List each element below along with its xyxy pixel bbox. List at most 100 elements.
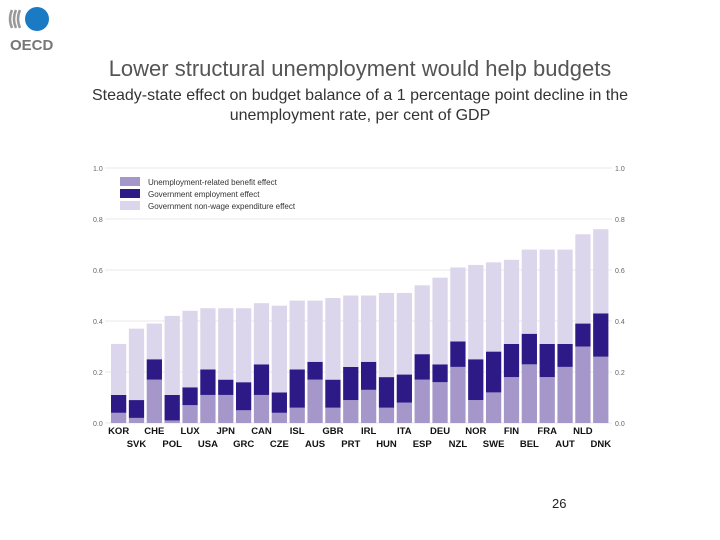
slide-subtitle: Steady-state effect on budget balance of…	[91, 87, 629, 124]
page-number: 26	[552, 496, 567, 511]
bar-segment-swe-1	[486, 351, 502, 393]
bar-segment-can-0	[253, 394, 270, 423]
x-tick-label: BEL	[520, 439, 539, 450]
bar-segment-nld-2	[575, 234, 591, 324]
x-tick-label: ESP	[413, 439, 433, 450]
bar-segment-hun-1	[378, 377, 395, 408]
x-tick-label: NOR	[465, 426, 486, 437]
bar-segment-grc-0	[236, 410, 252, 423]
bar-segment-isl-2	[289, 300, 305, 370]
bar-segment-aut-1	[557, 343, 573, 367]
x-tick-label: GRC	[233, 439, 254, 450]
bar-segment-nzl-1	[450, 341, 466, 367]
bar-segment-prt-2	[343, 295, 359, 367]
y-tick-label-right: 0.2	[615, 370, 625, 377]
bar-segment-lux-1	[182, 387, 198, 406]
legend-label: Unemployment-related benefit effect	[148, 178, 278, 187]
bar-segment-grc-2	[236, 308, 252, 383]
bar-segment-ita-0	[396, 402, 412, 423]
y-tick-label-left: 0.8	[93, 217, 103, 224]
y-tick-label-left: 0.0	[93, 421, 103, 428]
legend-label: Government non-wage expenditure effect	[148, 202, 296, 211]
bar-segment-bel-1	[521, 333, 537, 365]
bar-segment-esp-1	[414, 354, 430, 380]
bar-segment-prt-0	[343, 400, 359, 423]
bar-segment-svk-1	[128, 400, 145, 418]
bar-segment-fin-1	[503, 343, 520, 378]
bar-segment-aut-2	[557, 249, 573, 344]
bar-segment-fra-2	[539, 249, 555, 344]
x-tick-label: AUT	[555, 439, 575, 450]
y-tick-label-right: 1.0	[615, 166, 625, 173]
bar-segment-dnk-0	[593, 356, 609, 423]
bar-segment-dnk-1	[593, 313, 609, 357]
y-tick-label-left: 0.4	[93, 319, 103, 326]
bar-segment-irl-0	[361, 389, 377, 423]
bar-segment-nld-0	[575, 346, 591, 423]
bar-segment-lux-0	[182, 405, 198, 423]
bar-segment-esp-0	[414, 379, 430, 423]
bar-segment-nor-0	[468, 400, 484, 423]
bar-segment-usa-1	[200, 369, 216, 395]
x-tick-label: SVK	[127, 439, 147, 450]
bar-segment-che-2	[146, 323, 162, 360]
bar-segment-jpn-1	[218, 379, 234, 395]
legend-swatch	[120, 189, 140, 198]
bar-segment-usa-0	[200, 394, 216, 423]
bar-segment-svk-2	[128, 328, 145, 401]
bar-segment-swe-2	[486, 262, 502, 352]
y-tick-label-left: 0.6	[93, 268, 103, 275]
bar-segment-aut-0	[557, 366, 573, 423]
x-tick-label: CZE	[270, 439, 289, 450]
oecd-logo: OECD	[8, 7, 54, 54]
y-tick-label-left: 1.0	[93, 166, 103, 173]
bar-segment-bel-0	[521, 364, 537, 423]
bar-segment-pol-2	[164, 315, 180, 395]
x-tick-label: GBR	[322, 426, 343, 437]
bar-segment-che-0	[146, 379, 162, 423]
bar-segment-gbr-1	[325, 379, 341, 408]
bar-segment-deu-0	[432, 382, 448, 423]
bar-segment-irl-1	[361, 361, 377, 390]
legend-label: Government employment effect	[148, 190, 260, 199]
legend-swatch	[120, 177, 140, 186]
x-tick-label: ITA	[397, 426, 412, 437]
bar-segment-isl-0	[289, 407, 305, 423]
bar-segment-kor-0	[111, 412, 127, 423]
x-tick-label: IRL	[361, 426, 377, 437]
bar-segment-can-1	[253, 364, 270, 395]
bar-segment-nor-1	[468, 359, 484, 401]
bar-segment-svk-0	[128, 417, 145, 423]
x-tick-label: KOR	[108, 426, 129, 437]
y-tick-label-right: 0.6	[615, 268, 625, 275]
bar-segment-grc-1	[236, 382, 252, 411]
bar-segment-ita-1	[396, 374, 412, 403]
x-tick-label: PRT	[341, 439, 360, 450]
bar-segment-cze-1	[271, 392, 287, 413]
x-tick-label: LUX	[181, 426, 201, 437]
bar-segment-pol-1	[164, 394, 180, 421]
x-tick-label: NZL	[449, 439, 468, 450]
bar-segment-fra-1	[539, 343, 555, 378]
bar-segment-prt-1	[343, 366, 359, 401]
y-tick-label-right: 0.8	[615, 217, 625, 224]
x-tick-label: JPN	[217, 426, 236, 437]
bar-segment-irl-2	[361, 295, 377, 362]
x-tick-label: FIN	[504, 426, 519, 437]
svg-text:OECD: OECD	[10, 37, 54, 54]
x-tick-label: USA	[198, 439, 218, 450]
bar-segment-isl-1	[289, 369, 305, 408]
bar-segment-fin-0	[503, 377, 520, 423]
bar-segment-che-1	[146, 359, 162, 380]
bar-segment-cze-2	[271, 305, 287, 393]
bar-segment-ita-2	[396, 292, 412, 375]
bar-segment-cze-0	[271, 412, 287, 423]
x-tick-label: DEU	[430, 426, 450, 437]
x-tick-label: SWE	[483, 439, 505, 450]
bar-segment-fin-2	[503, 259, 520, 344]
bar-segment-aus-0	[307, 379, 323, 423]
bar-segment-dnk-2	[593, 229, 609, 314]
x-tick-label: FRA	[537, 426, 557, 437]
bar-segment-hun-2	[378, 292, 395, 378]
